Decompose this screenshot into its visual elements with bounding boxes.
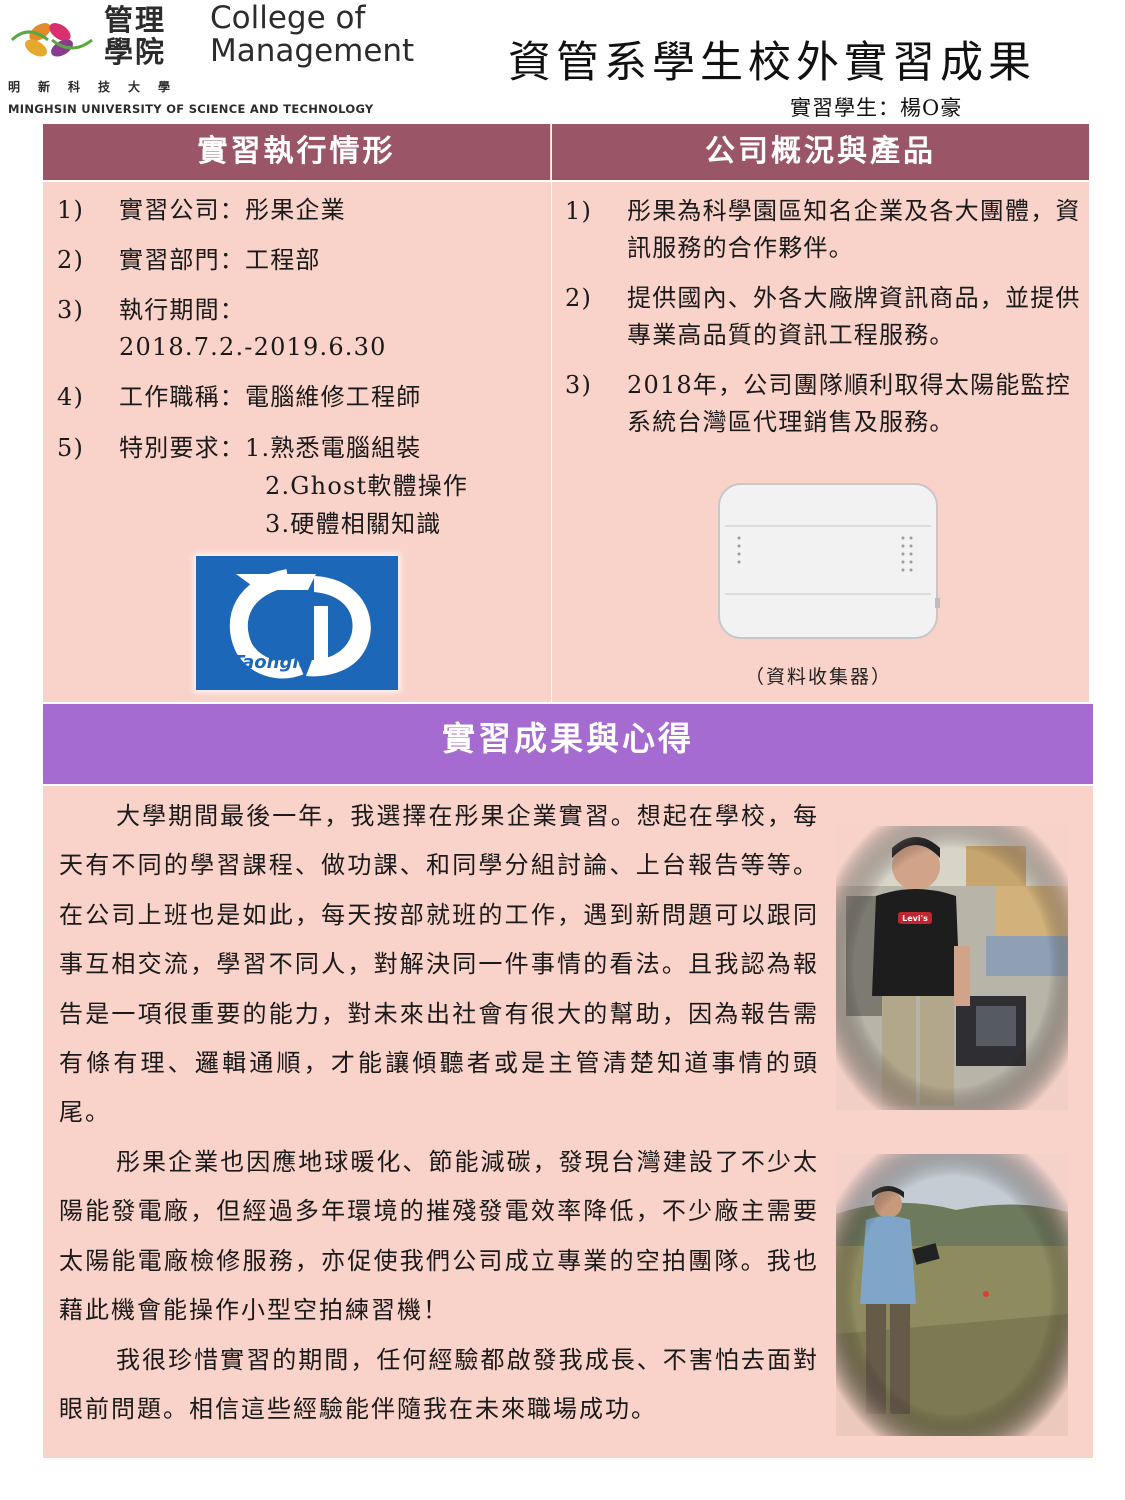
logo-wordmark-text: Taongle [232,652,311,673]
divider [43,180,1089,182]
logo-english-text: College of Management [210,0,415,69]
list-item: 3) 2018年，公司團隊順利取得太陽能監控系統台灣區代理銷售及服務。 [565,371,1071,436]
university-name-zh: 明新科技大學 [8,80,189,94]
requirement-line: 2.Ghost軟體操作 [265,472,469,500]
company-overview-heading: 公司概況與產品 [552,124,1089,180]
student-name: 實習學生：楊O豪 [790,96,963,120]
list-item: 1) 彤果為科學園區知名企業及各大團體，資訊服務的合作夥伴。 [565,197,1081,262]
data-collector-image [718,483,940,639]
list-item: 2) 提供國內、外各大廠牌資訊商品，並提供專業高品質的資訊工程服務。 [565,284,1081,349]
results-heading: 實習成果與心得 [43,704,1093,784]
list-item: 3) 執行期間：2018.7.2.-2019.6.30 [57,296,387,361]
requirement-line: 3.硬體相關知識 [265,510,442,538]
flower-logo-icon [10,23,93,57]
list-item: 1) 實習公司：彤果企業 [57,196,346,224]
list-item: 4) 工作職稱：電腦維修工程師 [57,383,422,411]
results-paragraph: 彤果企業也因應地球暖化、節能減碳，發現台灣建設了不少太陽能發電廠，但經過多年環境… [59,1148,819,1325]
list-item: 2) 實習部門：工程部 [57,246,321,274]
results-paragraph: 大學期間最後一年，我選擇在彤果企業實習。想起在學校，每天有不同的學習課程、做功課… [59,802,819,1127]
column-divider [551,124,552,702]
results-paragraph: 我很珍惜實習的期間，任何經驗都啟發我成長、不害怕去面對眼前問題。相信這些經驗能伴… [59,1346,819,1424]
university-name-en: MINGHSIN UNIVERSITY OF SCIENCE AND TECHN… [8,102,374,116]
company-overview-list: 1) 彤果為科學園區知名企業及各大團體，資訊服務的合作夥伴。 2) 提供國內、外… [565,193,1093,454]
logo-mark-text: 形果 [280,602,311,620]
internship-execution-heading: 實習執行情形 [43,124,550,180]
list-item: 5) 特別要求：1.熟悉電腦組裝 2.Ghost軟體操作 3.硬體相關知識 [57,429,537,543]
product-caption: （資料收集器） [745,666,893,688]
internship-details-list: 1) 實習公司：彤果企業 2) 實習部門：工程部 3) 執行期間：2018.7.… [57,192,537,556]
drone-field-photo [836,1154,1068,1436]
logo-chinese-text: 管理 學院 [104,3,167,69]
intern-workshop-photo: Levi's [836,826,1068,1110]
page-title: 資管系學生校外實習成果 [508,38,1036,88]
company-logo: 形果 Taongle [196,556,398,690]
college-logo: 管理 學院 College of Management 明新科技大學 MINGH… [0,0,480,122]
